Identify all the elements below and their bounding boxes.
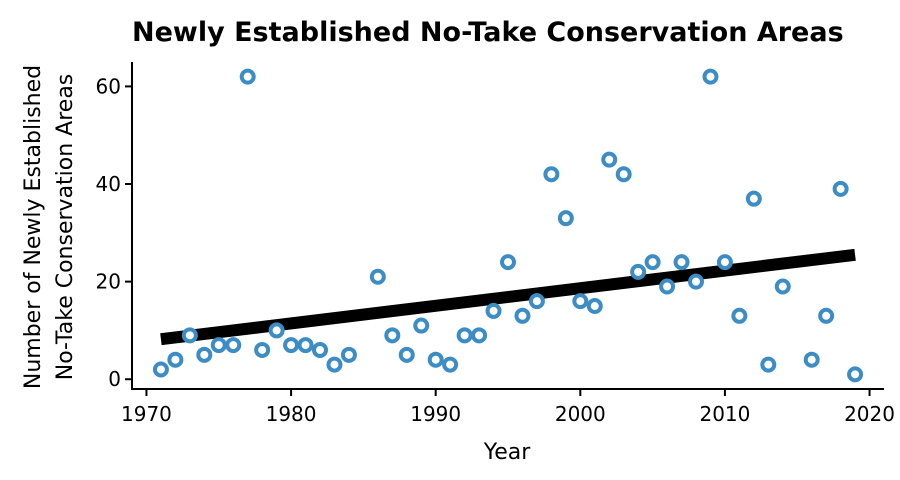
- x-tick-label-0: 1970: [121, 402, 172, 426]
- y-tick-label-2: 40: [96, 172, 121, 196]
- data-point-36: [688, 273, 704, 290]
- data-point-30: [601, 151, 618, 168]
- data-point-15: [384, 327, 401, 344]
- data-point-4: [210, 337, 227, 354]
- data-point-37: [702, 68, 719, 85]
- data-points: [152, 68, 864, 383]
- data-point-27: [557, 210, 574, 227]
- data-point-12: [326, 356, 343, 373]
- data-point-31: [615, 166, 632, 183]
- data-point-13: [340, 346, 357, 363]
- x-tick-label-3: 2000: [555, 402, 606, 426]
- data-point-32: [630, 263, 647, 280]
- data-point-29: [586, 298, 603, 315]
- data-point-38: [716, 254, 733, 271]
- data-point-9: [283, 337, 300, 354]
- data-point-42: [774, 278, 791, 295]
- data-point-43: [803, 351, 820, 368]
- y-axis-label-line-1: Number of Newly Established: [21, 65, 46, 389]
- data-point-25: [528, 293, 545, 310]
- x-axis-label: Year: [483, 440, 532, 465]
- data-point-40: [745, 190, 762, 207]
- data-point-16: [398, 346, 415, 363]
- data-point-20: [456, 327, 473, 344]
- y-tick-label-3: 60: [96, 74, 121, 98]
- data-point-41: [760, 356, 777, 373]
- data-point-8: [268, 322, 285, 339]
- x-tick-label-2: 1990: [410, 402, 461, 426]
- data-point-14: [369, 268, 386, 285]
- data-point-0: [152, 361, 169, 378]
- data-point-28: [572, 293, 589, 310]
- data-point-19: [442, 356, 459, 373]
- chart-title: Newly Established No-Take Conservation A…: [132, 17, 844, 48]
- data-point-1: [167, 351, 184, 368]
- data-point-46: [847, 366, 864, 383]
- data-point-21: [471, 327, 488, 344]
- y-tick-label-1: 20: [96, 270, 121, 294]
- data-point-10: [297, 337, 314, 354]
- data-point-39: [731, 307, 748, 324]
- data-point-5: [225, 337, 242, 354]
- x-tick-label-5: 2020: [844, 402, 895, 426]
- data-point-18: [427, 351, 444, 368]
- data-point-33: [644, 254, 661, 271]
- data-point-24: [514, 307, 531, 324]
- data-point-35: [673, 254, 690, 271]
- axis-ticks: 1970 1980 1990 2000 2010 2020 0 20 40 60: [96, 74, 895, 426]
- data-point-34: [659, 278, 676, 295]
- data-point-23: [500, 254, 516, 271]
- data-point-26: [543, 166, 560, 183]
- x-tick-label-1: 1980: [266, 402, 317, 426]
- y-tick-label-0: 0: [108, 367, 121, 391]
- data-point-44: [818, 307, 835, 324]
- y-axis-label: Number of Newly Established No-Take Cons…: [21, 65, 78, 389]
- data-point-45: [832, 180, 849, 197]
- data-point-3: [196, 346, 213, 363]
- data-point-17: [413, 317, 430, 334]
- data-point-2: [181, 327, 198, 344]
- x-tick-label-4: 2010: [699, 402, 750, 426]
- y-axis-label-line-2: No-Take Conservation Areas: [53, 74, 78, 381]
- data-point-22: [485, 302, 502, 319]
- data-point-6: [239, 68, 256, 85]
- data-point-11: [312, 341, 328, 358]
- data-point-7: [254, 341, 271, 358]
